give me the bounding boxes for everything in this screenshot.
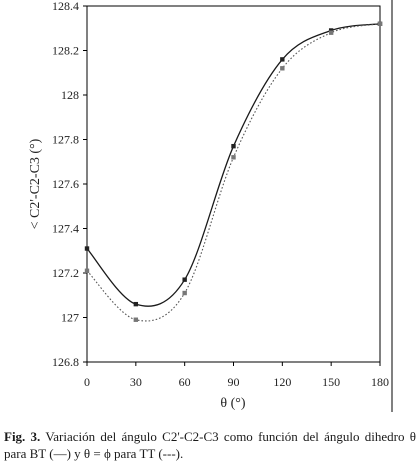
y-tick-label: 127.4 [52,222,79,236]
series-1-point [280,57,285,62]
series-2-point [328,30,334,35]
x-tick-label: 120 [273,375,291,389]
plot-area [86,5,381,363]
x-tick-label: 60 [179,375,191,389]
y-axis: 126.8 127 127.2 127.4 127.6 127.8 128 128.2 128.… [52,0,87,369]
series-1-point [328,28,334,33]
y-axis-title: < C2'-C2-C3 (°) [28,138,43,229]
caption-text: Variación del ángulo C2'-C2-C3 como func… [4,429,416,461]
series-line-1 [86,23,381,307]
x-tick-label: 0 [84,375,90,389]
series-1-point [84,246,90,251]
series-2-point [377,21,383,26]
series-1-point [231,143,236,149]
x-tick-label: 150 [322,375,340,389]
y-tick-label: 127.2 [52,266,79,280]
series-2-point [84,268,90,273]
x-tick-label: 180 [371,375,389,389]
x-axis-title: θ (°) [220,396,245,411]
x-tick-label: 30 [130,375,142,389]
series-1-point [133,301,139,307]
y-tick-label: 127.8 [52,133,79,147]
y-tick-label: 127.6 [52,177,79,191]
y-tick-label: 128.2 [52,44,79,58]
series-line-2 [86,23,381,322]
y-tick-label: 126.8 [52,355,79,369]
y-tick-label: 127 [61,311,79,325]
series-layer [84,21,383,322]
series-2-point [182,290,187,296]
figure-caption: Fig. 3. Variación del ángulo C2'-C2-C3 c… [4,428,416,462]
series-2-point [280,66,285,71]
x-tick-label: 90 [228,375,240,389]
x-axis: 0 30 60 90 120 150 180 [84,362,389,389]
series-1-point [182,277,187,282]
y-tick-label: 128.4 [52,0,79,13]
caption-label: Fig. 3. [4,429,41,444]
series-2-point [133,317,139,322]
chart: 126.8 127 127.2 127.4 127.6 127.8 128 128.2 128.… [28,0,393,412]
series-2-point [231,155,236,160]
y-tick-label: 128 [61,88,79,102]
